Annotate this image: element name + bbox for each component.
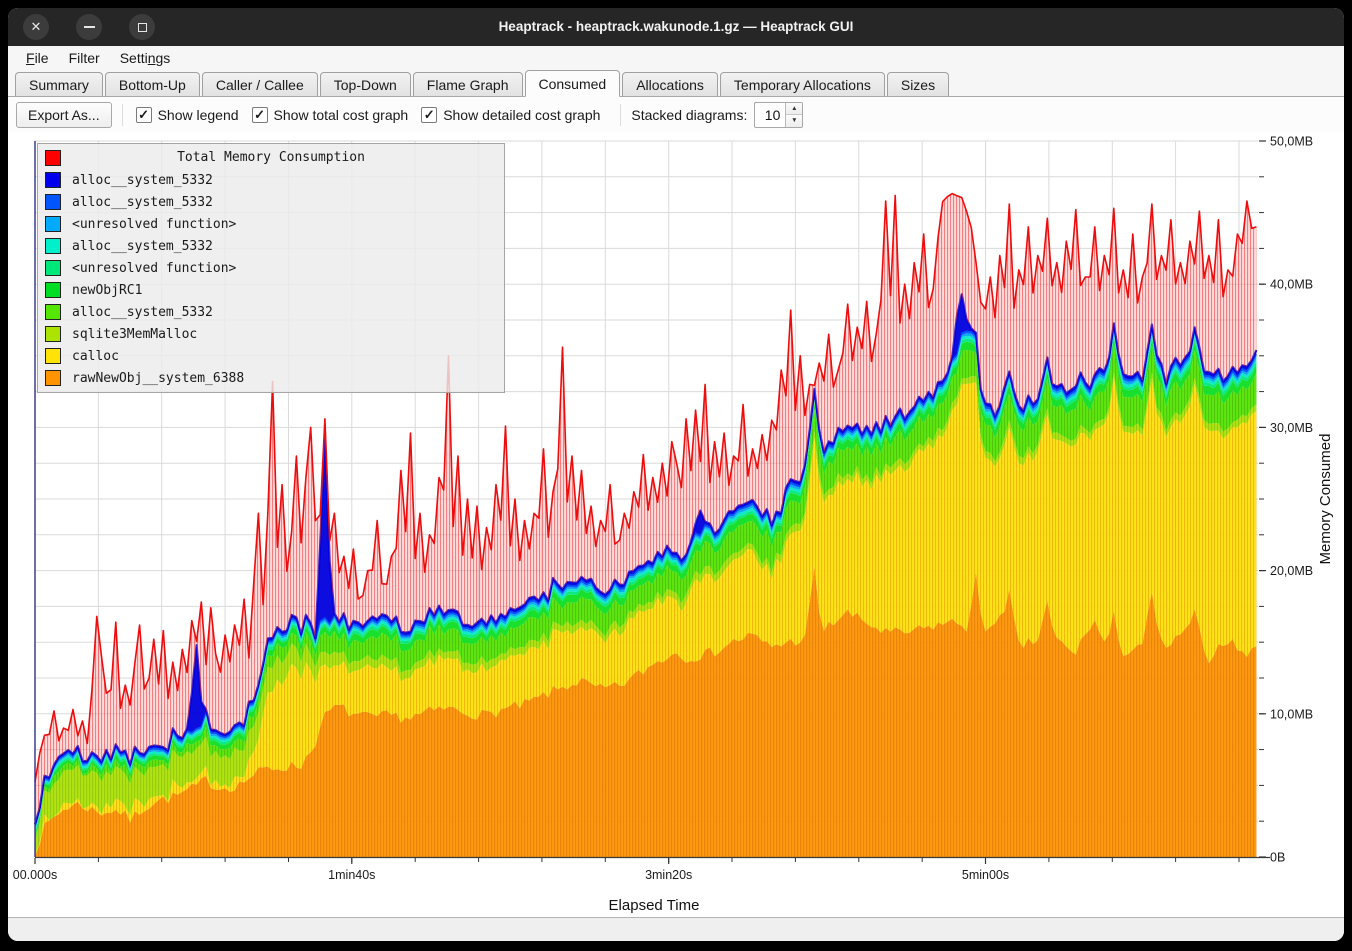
chevron-up-icon: ▲ [791,104,798,112]
svg-text:00.000s: 00.000s [13,868,57,882]
toolbar-separator [121,103,123,126]
svg-text:10,0MB: 10,0MB [1270,707,1313,721]
legend-swatch-icon [45,172,61,188]
toolbar: Export As... ✓ Show legend ✓ Show total cos… [8,97,1344,132]
legend-swatch-icon [45,150,61,166]
stacked-diagrams-spinbox[interactable]: 10 ▲ ▼ [754,101,804,128]
svg-text:5min00s: 5min00s [962,868,1009,882]
export-as-button[interactable]: Export As... [16,101,112,128]
tab-sizes[interactable]: Sizes [886,72,950,96]
legend-title-row: Total Memory Consumption [38,147,504,169]
tab-consumed[interactable]: Consumed [524,70,621,97]
menu-settings[interactable]: Settings [119,50,171,66]
legend-item: <unresolved function> [38,257,504,279]
legend-swatch-icon [45,216,61,232]
legend-label: calloc [72,348,119,364]
tab-allocations[interactable]: Allocations [622,72,718,96]
legend-item: sqlite3MemMalloc [38,323,504,345]
menu-file[interactable]: File [26,50,49,66]
legend-item: <unresolved function> [38,213,504,235]
total-consumption-line [34,192,1257,825]
legend-swatch-icon [45,260,61,276]
tab-temporary-allocations[interactable]: Temporary Allocations [719,72,885,96]
svg-text:Elapsed Time: Elapsed Time [609,897,700,914]
legend-swatch-icon [45,348,61,364]
tab-bar: Summary Bottom-Up Caller / Callee Top-Down F… [8,70,1344,97]
checkbox-show-legend[interactable]: ✓ Show legend [133,106,242,123]
chart-legend: Total Memory Consumption alloc__system_53… [37,143,505,393]
legend-swatch-icon [45,370,61,386]
legend-label: sqlite3MemMalloc [72,326,198,342]
legend-item: alloc__system_5332 [38,191,504,213]
close-icon: ✕ [30,19,42,34]
svg-text:30,0MB: 30,0MB [1270,421,1313,435]
stacked-diagrams-label: Stacked diagrams: [631,106,748,123]
app-window: ✕ Heaptrack - heaptrack.wakunode.1.gz — … [8,8,1344,941]
checkbox-show-detailed-cost-graph[interactable]: ✓ Show detailed cost graph [418,106,603,123]
svg-text:50,0MB: 50,0MB [1270,135,1313,149]
spin-down-button[interactable]: ▼ [786,115,803,127]
legend-label: Total Memory Consumption [177,150,365,165]
axes: 00.000s 1min40s 3min20s 5min00s 0B 10,0MB 20,0… [13,135,1334,915]
checkbox-label: Show detailed cost graph [443,106,601,123]
titlebar: ✕ Heaptrack - heaptrack.wakunode.1.gz — … [8,8,1344,46]
legend-label: alloc__system_5332 [72,194,213,210]
legend-swatch-icon [45,282,61,298]
legend-label: rawNewObj__system_6388 [72,370,245,386]
chevron-down-icon: ▼ [791,117,798,125]
svg-text:Memory Consumed: Memory Consumed [1317,434,1334,565]
legend-label: <unresolved function> [72,260,237,276]
legend-label: newObjRC1 [72,282,143,298]
legend-item: newObjRC1 [38,279,504,301]
legend-label: alloc__system_5332 [72,172,213,188]
svg-text:40,0MB: 40,0MB [1270,278,1313,292]
tab-summary[interactable]: Summary [15,72,103,96]
tab-bottom-up[interactable]: Bottom-Up [104,72,200,96]
checkmark-icon: ✓ [421,106,438,123]
legend-item: alloc__system_5332 [38,301,504,323]
legend-swatch-icon [45,238,61,254]
tab-flame-graph[interactable]: Flame Graph [412,72,523,96]
svg-text:0B: 0B [1270,851,1285,865]
legend-label: <unresolved function> [72,216,237,232]
checkmark-icon: ✓ [251,106,268,123]
tab-caller-callee[interactable]: Caller / Callee [201,72,318,96]
menubar: File Filter Settings [8,46,1344,70]
legend-item: rawNewObj__system_6388 [38,367,504,389]
window-title: Heaptrack - heaptrack.wakunode.1.gz — He… [498,19,854,34]
legend-swatch-icon [45,304,61,320]
legend-item: alloc__system_5332 [38,169,504,191]
checkmark-icon: ✓ [135,106,152,123]
legend-swatch-icon [45,326,61,342]
menu-filter[interactable]: Filter [68,50,100,66]
legend-label: alloc__system_5332 [72,304,213,320]
checkbox-label: Show legend [157,106,239,123]
minimize-button[interactable] [76,14,102,40]
toolbar-separator [620,103,622,126]
legend-item: calloc [38,345,504,367]
legend-swatch-icon [45,194,61,210]
svg-text:20,0MB: 20,0MB [1270,564,1313,578]
checkbox-show-total-cost-graph[interactable]: ✓ Show total cost graph [249,106,412,123]
checkbox-label: Show total cost graph [273,106,409,123]
svg-text:1min40s: 1min40s [328,868,375,882]
maximize-button[interactable] [129,14,155,40]
tab-top-down[interactable]: Top-Down [319,72,411,96]
spin-up-button[interactable]: ▲ [786,102,803,115]
window-bottom-margin [8,917,1344,941]
minimize-icon [83,26,95,28]
svg-text:3min20s: 3min20s [645,868,692,882]
legend-label: alloc__system_5332 [72,238,213,254]
legend-item: alloc__system_5332 [38,235,504,257]
stacked-diagrams-value[interactable]: 10 [764,106,781,123]
memory-consumption-chart[interactable]: 00.000s 1min40s 3min20s 5min00s 0B 10,0MB 20,0… [8,132,1344,917]
close-button[interactable]: ✕ [23,14,49,40]
maximize-icon [137,22,147,32]
